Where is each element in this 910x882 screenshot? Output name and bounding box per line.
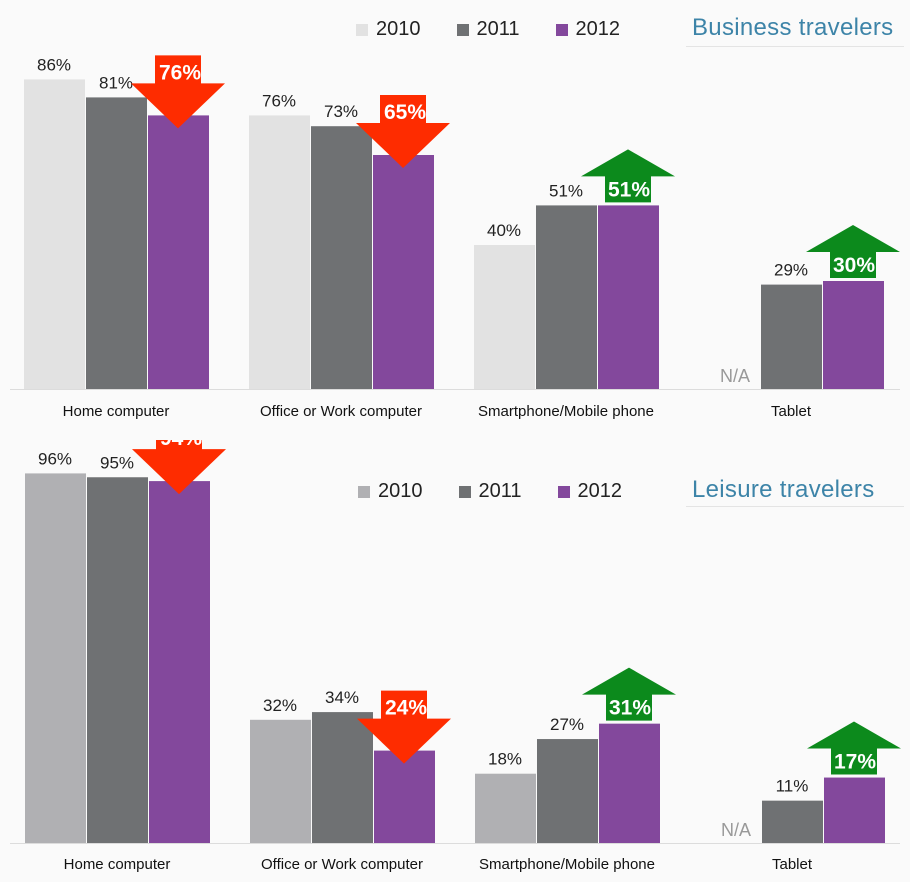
category-label-smartphone-mobile-phone: Smartphone/Mobile phone (478, 403, 654, 420)
legend-item-2012: 2012 (557, 480, 623, 503)
bar-tablet-2011 (761, 284, 822, 389)
bar-tablet-2012 (823, 281, 884, 389)
value-label-tablet-2012: 17% (834, 751, 876, 774)
up-arrow-icon (582, 667, 676, 721)
value-label-office-or-work-computer-2010: 76% (262, 91, 296, 110)
value-label-home-computer-2010: 86% (37, 55, 71, 74)
legend-label-2012: 2012 (577, 480, 623, 502)
legend-item-2011: 2011 (458, 480, 522, 503)
bar-home-computer-2010 (24, 79, 85, 390)
value-label-home-computer-2012: 94% (160, 440, 202, 450)
legend-swatch-2010 (358, 485, 370, 498)
value-label-home-computer-2011: 95% (100, 453, 134, 472)
bar-office-or-work-computer-2012 (374, 750, 435, 843)
bar-smartphone-mobile-phone-2011 (536, 205, 597, 389)
legend-label-2010: 2010 (378, 480, 423, 502)
legend-label-2012: 2012 (575, 18, 621, 40)
value-label-office-or-work-computer-2012: 65% (384, 101, 426, 124)
category-label-home-computer: Home computer (64, 856, 171, 873)
value-label-home-computer-2011: 81% (99, 73, 133, 92)
up-arrow-icon (806, 225, 900, 278)
bar-home-computer-2011 (87, 477, 148, 843)
value-label-smartphone-mobile-phone-2012: 31% (609, 697, 651, 720)
value-label-smartphone-mobile-phone-2012: 51% (608, 178, 650, 201)
down-arrow-icon (132, 421, 226, 495)
bar-smartphone-mobile-phone-2012 (599, 723, 660, 843)
legend-swatch-2011 (458, 485, 471, 498)
down-arrow-icon (357, 690, 451, 764)
business-travelers-chart: 86% 81% 76% Home computer 76% 73% 65% Office or… (10, 55, 900, 420)
category-label-office-or-work-computer: Office or Work computer (261, 856, 423, 873)
legend-item-2011: 2011 (456, 18, 520, 41)
legend-swatch-2012 (555, 23, 568, 36)
legend-item-2012: 2012 (555, 18, 621, 41)
value-label-smartphone-mobile-phone-2011: 27% (550, 715, 584, 734)
value-label-office-or-work-computer-2011: 73% (324, 102, 358, 121)
legend-swatch-2010 (356, 23, 368, 36)
legend-item-2010: 2010 (356, 18, 421, 41)
bar-home-computer-2010 (25, 473, 86, 843)
legend-label-2010: 2010 (376, 18, 421, 40)
na-label: N/A (721, 820, 751, 840)
value-label-tablet-2012: 30% (833, 254, 875, 277)
business-legend: 2010 2011 2012 (356, 18, 656, 41)
up-arrow-icon (581, 149, 675, 203)
value-label-office-or-work-computer-2011: 34% (325, 688, 359, 707)
business-travelers-title: Business travelers (692, 14, 894, 41)
bar-smartphone-mobile-phone-2012 (598, 205, 659, 389)
legend-label-2011: 2011 (478, 480, 522, 502)
bar-office-or-work-computer-2012 (373, 155, 434, 389)
bar-home-computer-2012 (149, 481, 210, 843)
category-label-tablet: Tablet (771, 403, 812, 420)
legend-item-2010: 2010 (358, 480, 423, 503)
bar-office-or-work-computer-2011 (312, 712, 373, 843)
bar-home-computer-2011 (86, 97, 147, 390)
category-label-home-computer: Home computer (63, 403, 170, 420)
bar-office-or-work-computer-2010 (249, 115, 310, 390)
business-travelers-panel: 86% 81% 76% Home computer 76% 73% 65% Office or… (0, 0, 910, 440)
bar-smartphone-mobile-phone-2011 (537, 739, 598, 843)
legend-swatch-2011 (456, 23, 469, 36)
na-label: N/A (720, 366, 750, 386)
bar-office-or-work-computer-2011 (311, 126, 372, 389)
up-arrow-icon (807, 721, 901, 775)
value-label-smartphone-mobile-phone-2010: 40% (487, 221, 521, 240)
leisure-travelers-title: Leisure travelers (692, 476, 875, 503)
bar-smartphone-mobile-phone-2010 (474, 245, 535, 389)
category-label-tablet: Tablet (772, 856, 813, 873)
value-label-home-computer-2010: 96% (38, 449, 72, 468)
value-label-tablet-2011: 11% (776, 777, 809, 796)
category-label-smartphone-mobile-phone: Smartphone/Mobile phone (479, 856, 655, 873)
bar-tablet-2011 (762, 800, 823, 843)
leisure-travelers-panel: 96% 95% 94% Home computer 32% 34% 24% Office or… (0, 421, 910, 877)
value-label-smartphone-mobile-phone-2011: 51% (549, 181, 583, 200)
bar-office-or-work-computer-2010 (250, 719, 311, 843)
leisure-legend: 2010 2011 2012 (358, 480, 658, 503)
business-title-rule (686, 46, 904, 47)
leisure-travelers-chart: 96% 95% 94% Home computer 32% 34% 24% Office or… (10, 421, 901, 873)
bar-tablet-2012 (824, 777, 885, 843)
value-label-tablet-2011: 29% (774, 261, 808, 280)
legend-swatch-2012 (557, 485, 570, 498)
value-label-office-or-work-computer-2010: 32% (263, 696, 297, 715)
leisure-title-rule (686, 506, 904, 507)
legend-label-2011: 2011 (476, 18, 520, 40)
category-label-office-or-work-computer: Office or Work computer (260, 403, 422, 420)
bar-home-computer-2012 (148, 115, 209, 390)
down-arrow-icon (356, 95, 450, 168)
bar-smartphone-mobile-phone-2010 (475, 773, 536, 843)
value-label-home-computer-2012: 76% (159, 61, 201, 84)
down-arrow-icon (131, 55, 225, 129)
value-label-smartphone-mobile-phone-2010: 18% (488, 750, 522, 769)
value-label-office-or-work-computer-2012: 24% (385, 697, 427, 720)
